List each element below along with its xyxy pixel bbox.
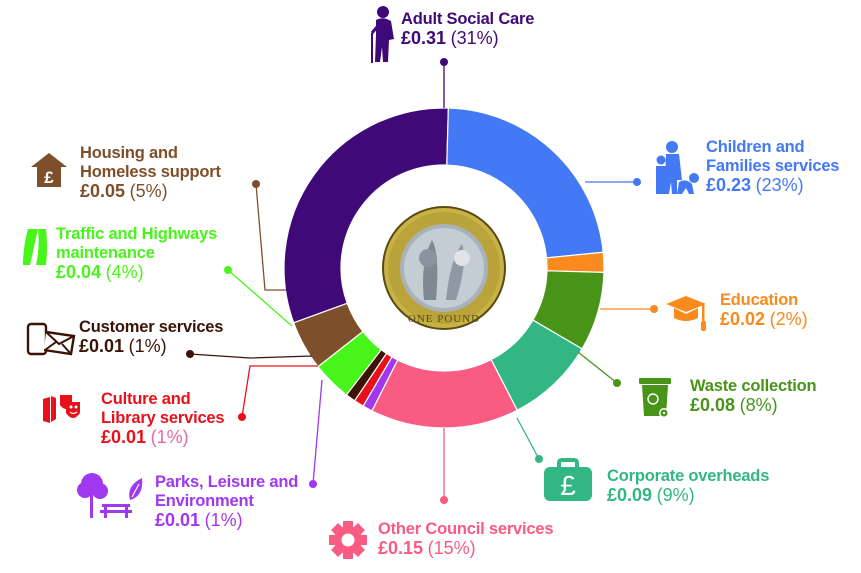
segment-name-line1: Parks, Leisure and	[155, 473, 299, 491]
slice-housing-homeless	[292, 302, 364, 368]
slice-other-council	[371, 358, 519, 429]
segment-percent: (15%)	[427, 538, 476, 558]
segment-amount: £0.15	[378, 538, 424, 558]
leader-dot	[309, 480, 317, 488]
leader-dot	[224, 266, 232, 274]
segment-name-line2: Environment	[155, 492, 254, 510]
segment-amount: £0.01	[101, 427, 147, 447]
tree-bench-leaf-icon	[77, 473, 143, 518]
leader-dot	[613, 379, 621, 387]
svg-text:£: £	[560, 470, 576, 501]
leader-line	[255, 183, 286, 291]
segment-name-line1: Traffic and Highways	[56, 225, 218, 243]
leader-dot	[535, 455, 543, 463]
svg-text:£: £	[44, 168, 54, 187]
segment-name: Customer services	[79, 318, 224, 336]
segment-name-line1: Children and	[706, 138, 805, 156]
label-customer-services: Customer services £0.01 (1%)	[79, 318, 223, 357]
segment-percent: (8%)	[739, 395, 778, 415]
label-housing-homeless: Housing and Homeless support £0.05 (5%)	[80, 144, 221, 202]
segment-amount: £0.02	[720, 309, 766, 329]
segment-percent: (1%)	[150, 427, 189, 447]
segment-amount: £0.23	[706, 175, 752, 195]
segment-percent: (4%)	[105, 262, 144, 282]
coin-inscription: ONE POUND	[408, 313, 480, 325]
house-pound-icon: £	[31, 153, 67, 187]
label-culture-library: Culture and Library services £0.01 (1%)	[101, 390, 225, 448]
leader-line	[227, 269, 293, 327]
segment-percent: (1%)	[128, 336, 167, 356]
segment-percent: (31%)	[450, 28, 499, 48]
pound-coin-image: ONE POUND	[382, 206, 506, 330]
leader-line	[577, 351, 618, 384]
segment-name-line2: Families services	[706, 157, 840, 175]
segment-name-line1: Housing and	[80, 144, 178, 162]
family-icon	[656, 141, 699, 194]
segment-amount: £0.01	[155, 510, 201, 530]
leader-line	[312, 379, 323, 485]
leader-lines	[186, 58, 658, 504]
segment-amount: £0.01	[79, 336, 125, 356]
wheelie-bin-icon	[639, 378, 671, 418]
segment-percent: (23%)	[755, 175, 804, 195]
book-theatre-masks-icon	[43, 395, 80, 423]
segment-percent: (2%)	[769, 309, 808, 329]
segment-amount: £0.31	[401, 28, 447, 48]
segment-percent: (5%)	[129, 181, 168, 201]
leader-line	[189, 353, 313, 359]
leader-dot	[650, 305, 658, 313]
segment-name: Waste collection	[690, 377, 817, 395]
segment-percent: (1%)	[204, 510, 243, 530]
label-corporate-overheads: Corporate overheads £0.09 (9%)	[607, 467, 769, 506]
label-education: Education £0.02 (2%)	[720, 291, 808, 330]
leader-dot	[440, 58, 448, 66]
gear-icon	[329, 521, 367, 559]
segment-amount: £0.09	[607, 485, 653, 505]
leader-line	[516, 417, 540, 460]
graduation-cap-icon	[666, 296, 706, 331]
segment-percent: (9%)	[656, 485, 695, 505]
segment-amount: £0.05	[80, 181, 126, 201]
segment-name-line2: maintenance	[56, 244, 155, 262]
leader-line	[241, 365, 318, 418]
road-icon	[23, 229, 47, 265]
leader-dot	[238, 413, 246, 421]
phone-envelope-icon	[26, 322, 76, 356]
pound-briefcase-icon: £	[544, 458, 592, 501]
segment-name-line2: Library services	[101, 409, 225, 427]
leader-dot	[633, 178, 641, 186]
label-adult-social-care: Adult Social Care £0.31 (31%)	[401, 10, 534, 49]
segment-name: Corporate overheads	[607, 467, 770, 485]
label-other-council: Other Council services £0.15 (15%)	[378, 520, 554, 559]
label-traffic-highways: Traffic and Highways maintenance £0.04 (…	[56, 225, 217, 283]
segment-name: Education	[720, 291, 798, 309]
segment-name-line2: Homeless support	[80, 163, 221, 181]
donut-slices	[283, 107, 605, 429]
elderly-person-icon	[370, 6, 394, 63]
label-children-families: Children and Families services £0.23 (23…	[706, 138, 839, 196]
segment-amount: £0.08	[690, 395, 736, 415]
segment-name-line1: Culture and	[101, 390, 191, 408]
leader-dot	[440, 496, 448, 504]
slice-adult-social-care	[283, 107, 449, 324]
label-parks-leisure: Parks, Leisure and Environment £0.01 (1%…	[155, 473, 298, 531]
label-waste-collection: Waste collection £0.08 (8%)	[690, 377, 817, 416]
segment-amount: £0.04	[56, 262, 102, 282]
leader-dot	[186, 350, 194, 358]
segment-name: Adult Social Care	[401, 10, 535, 28]
segment-name: Other Council services	[378, 520, 554, 538]
leader-dot	[252, 180, 260, 188]
